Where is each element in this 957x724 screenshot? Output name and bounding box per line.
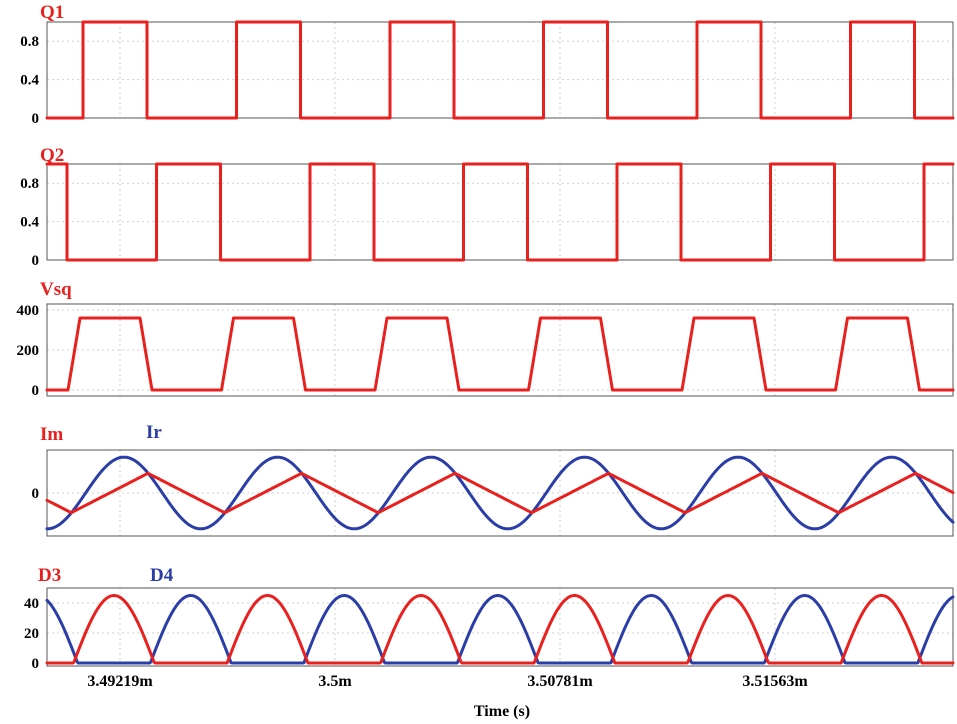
x-tick-label: 3.5m — [318, 673, 352, 690]
vsq-trace — [45, 316, 955, 392]
ir-trace — [45, 455, 955, 531]
q1-trace — [45, 20, 955, 120]
panel-d3-d4: D3 D4 40 20 0 — [24, 565, 955, 672]
x-tick-label: 3.49219m — [87, 673, 153, 690]
y-tick-label: 20 — [24, 626, 39, 642]
y-tick-label: 400 — [17, 303, 40, 319]
d4-trace — [45, 594, 955, 665]
im-trace — [45, 471, 955, 515]
y-tick-label: 0.8 — [20, 34, 39, 50]
panel-q2: Q2 0.8 0.4 0 — [20, 145, 955, 269]
x-axis: 3.49219m 3.5m 3.50781m 3.51563m Time (s) — [87, 673, 808, 720]
q1-title: Q1 — [40, 2, 64, 23]
x-tick-label: 3.50781m — [527, 673, 593, 690]
y-tick-label: 0 — [32, 486, 40, 502]
y-tick-label: 40 — [24, 596, 39, 612]
y-tick-label: 0 — [32, 656, 40, 672]
im-title: Im — [40, 424, 63, 445]
q2-plot-frame — [46, 163, 954, 261]
q2-trace — [45, 162, 955, 262]
d3-title: D3 — [38, 565, 61, 586]
panel-im-ir: Im Ir 0 — [32, 422, 955, 537]
x-tick-label: 3.51563m — [742, 673, 808, 690]
vsq-title: Vsq — [40, 279, 72, 300]
d3-trace — [45, 594, 955, 665]
x-axis-title: Time (s) — [474, 703, 530, 720]
panel-vsq: Vsq 400 200 0 — [17, 279, 955, 399]
y-tick-label: 0.8 — [20, 176, 39, 192]
y-tick-label: 0 — [32, 383, 40, 399]
q2-title: Q2 — [40, 145, 64, 166]
d4-title: D4 — [150, 565, 174, 586]
d3-d4-plot-frame — [46, 587, 954, 667]
y-tick-label: 0 — [32, 253, 40, 269]
q1-plot-frame — [46, 21, 954, 119]
y-tick-label: 200 — [17, 343, 40, 359]
panel-q1: Q1 0.8 0.4 0 — [20, 2, 955, 127]
y-tick-label: 0.4 — [20, 215, 39, 231]
ir-title: Ir — [146, 422, 162, 443]
y-tick-label: 0.4 — [20, 73, 39, 89]
y-tick-label: 0 — [32, 111, 40, 127]
vsq-plot-frame — [46, 303, 954, 397]
